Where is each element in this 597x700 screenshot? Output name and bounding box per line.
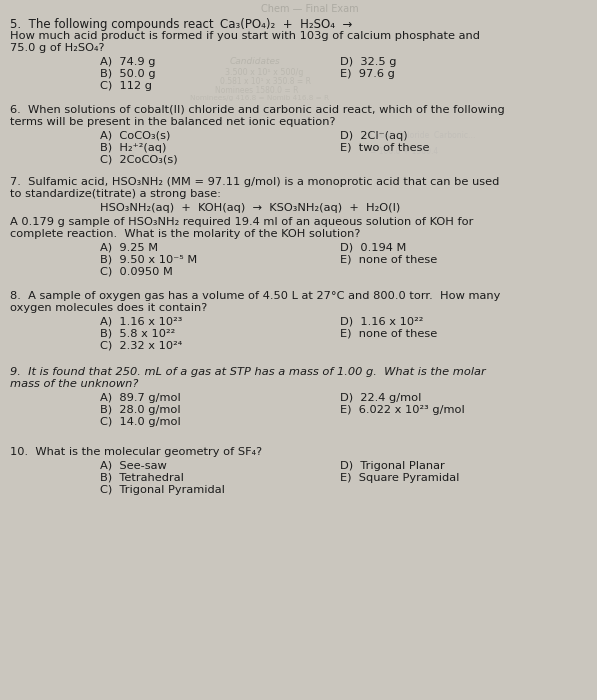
Text: B)  5.8 x 10²²: B) 5.8 x 10²² [100, 329, 176, 339]
Text: C)  0.0950 M: C) 0.0950 M [100, 267, 173, 277]
Text: 3.500 x 10¹ x 500/g: 3.500 x 10¹ x 500/g [225, 68, 303, 77]
Text: Ca₃(PO₄)₂  +  H₂SO₄  →: Ca₃(PO₄)₂ + H₂SO₄ → [220, 18, 352, 31]
Text: A)  CoCO₃(s): A) CoCO₃(s) [100, 131, 170, 141]
Text: Cobalt Chloride  Carbonic…: Cobalt Chloride Carbonic… [370, 131, 475, 140]
Text: B)  H₂⁺²(aq): B) H₂⁺²(aq) [100, 143, 167, 153]
Text: E)  none of these: E) none of these [340, 255, 437, 265]
Text: How much acid product is formed if you start with 103g of calcium phosphate and: How much acid product is formed if you s… [10, 31, 480, 41]
Text: C)  2.32 x 10²⁴: C) 2.32 x 10²⁴ [100, 341, 182, 351]
Text: C)  14.0 g/mol: C) 14.0 g/mol [100, 417, 181, 427]
Text: C)  2CoCO₃(s): C) 2CoCO₃(s) [100, 155, 178, 165]
Text: A)  9.25 M: A) 9.25 M [100, 243, 158, 253]
Text: B)  Tetrahedral: B) Tetrahedral [100, 473, 184, 483]
Text: oxygen molecules does it contain?: oxygen molecules does it contain? [10, 303, 207, 313]
Text: = 100.0 + 1500.4: = 100.0 + 1500.4 [370, 147, 438, 156]
Text: A)  See-saw: A) See-saw [100, 461, 167, 471]
Text: 10.  What is the molecular geometry of SF₄?: 10. What is the molecular geometry of SF… [10, 447, 262, 457]
Text: E)  6.022 x 10²³ g/mol: E) 6.022 x 10²³ g/mol [340, 405, 464, 415]
Text: Nominees 1580.0 = R: Nominees 1580.0 = R [215, 86, 298, 95]
Text: to standardize(titrate) a strong base:: to standardize(titrate) a strong base: [10, 189, 221, 199]
Text: A)  89.7 g/mol: A) 89.7 g/mol [100, 393, 181, 403]
Text: mass of the unknown?: mass of the unknown? [10, 379, 139, 389]
Text: D)  22.4 g/mol: D) 22.4 g/mol [340, 393, 421, 403]
Text: D)  1.16 x 10²²: D) 1.16 x 10²² [340, 317, 423, 327]
Text: C)  Trigonal Pyramidal: C) Trigonal Pyramidal [100, 485, 225, 495]
Text: D)  0.194 M: D) 0.194 M [340, 243, 407, 253]
Text: 9.  It is found that 250. mL of a gas at STP has a mass of 1.00 g.  What is the : 9. It is found that 250. mL of a gas at … [10, 367, 485, 377]
Text: 7.  Sulfamic acid, HSO₃NH₂ (MM = 97.11 g/mol) is a monoprotic acid that can be u: 7. Sulfamic acid, HSO₃NH₂ (MM = 97.11 g/… [10, 177, 499, 187]
Text: 5.  The following compounds react: 5. The following compounds react [10, 18, 214, 31]
Text: A)  1.16 x 10²³: A) 1.16 x 10²³ [100, 317, 182, 327]
Text: E)  none of these: E) none of these [340, 329, 437, 339]
Text: E)  97.6 g: E) 97.6 g [340, 69, 395, 79]
Text: B)  50.0 g: B) 50.0 g [100, 69, 156, 79]
Text: 0.581 x 10¹ x 350.8 = R: 0.581 x 10¹ x 350.8 = R [220, 77, 311, 86]
Text: 6.  When solutions of cobalt(II) chloride and carbonic acid react, which of the : 6. When solutions of cobalt(II) chloride… [10, 105, 504, 115]
Text: Nominees/g 416.8 = Nomib 416.8 = R: Nominees/g 416.8 = Nomib 416.8 = R [190, 95, 329, 101]
Text: A 0.179 g sample of HSO₃NH₂ required 19.4 ml of an aqueous solution of KOH for: A 0.179 g sample of HSO₃NH₂ required 19.… [10, 217, 473, 227]
Text: 8.  A sample of oxygen gas has a volume of 4.50 L at 27°C and 800.0 torr.  How m: 8. A sample of oxygen gas has a volume o… [10, 291, 500, 301]
Text: D)  32.5 g: D) 32.5 g [340, 57, 396, 67]
Text: complete reaction.  What is the molarity of the KOH solution?: complete reaction. What is the molarity … [10, 229, 361, 239]
Text: 75.0 g of H₂SO₄?: 75.0 g of H₂SO₄? [10, 43, 104, 53]
Text: terms will be present in the balanced net ionic equation?: terms will be present in the balanced ne… [10, 117, 336, 127]
Text: B)  28.0 g/mol: B) 28.0 g/mol [100, 405, 181, 415]
Text: HSO₃NH₂(aq)  +  KOH(aq)  →  KSO₃NH₂(aq)  +  H₂O(l): HSO₃NH₂(aq) + KOH(aq) → KSO₃NH₂(aq) + H₂… [100, 203, 400, 213]
Text: B)  9.50 x 10⁻⁵ M: B) 9.50 x 10⁻⁵ M [100, 255, 197, 265]
Text: C)  112 g: C) 112 g [100, 81, 152, 91]
Text: D)  Trigonal Planar: D) Trigonal Planar [340, 461, 445, 471]
Text: Chem — Final Exam: Chem — Final Exam [261, 4, 359, 14]
Text: E)  Square Pyramidal: E) Square Pyramidal [340, 473, 459, 483]
Text: D)  2Cl⁻(aq): D) 2Cl⁻(aq) [340, 131, 408, 141]
Text: Candidates: Candidates [230, 57, 281, 66]
Text: E)  two of these: E) two of these [340, 143, 429, 153]
Text: A)  74.9 g: A) 74.9 g [100, 57, 155, 67]
